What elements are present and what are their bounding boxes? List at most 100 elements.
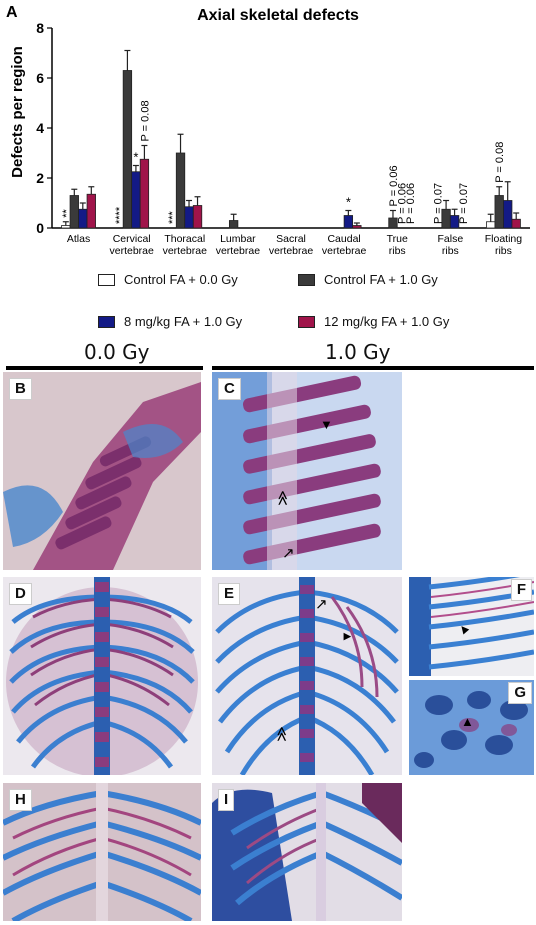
panel-g-image: G ▲: [409, 680, 534, 775]
bar: [494, 195, 504, 229]
y-tick-label: 2: [36, 170, 44, 186]
panel-d-image: D: [3, 577, 201, 775]
x-tick-label: ribs: [442, 245, 459, 257]
x-tick-label: vertebrae: [322, 245, 367, 257]
arrow-marker: ↗: [315, 596, 328, 613]
bar: [131, 171, 141, 229]
significance-annotation: P = 0.06: [388, 165, 400, 206]
significance-annotation: P = 0.08: [139, 100, 151, 141]
dose-divider-right: [212, 366, 534, 370]
ribcage-ventral-illustration: [3, 783, 201, 921]
panel-letter: H: [9, 789, 32, 811]
x-tick-label: vertebrae: [216, 245, 261, 257]
arrow-marker: ↗: [282, 545, 295, 562]
bar: [184, 206, 194, 229]
bar: [192, 205, 203, 229]
double-chevron-marker: ≪: [273, 490, 291, 506]
significance-annotation: *: [346, 195, 351, 210]
panel-letter: D: [9, 583, 32, 605]
ribcage-ventral-illustration: [212, 783, 402, 921]
y-tick-label: 4: [36, 120, 44, 136]
ribcage-illustration: [3, 577, 201, 775]
bar: [352, 225, 362, 229]
bar: [486, 221, 496, 229]
x-tick-label: vertebrae: [163, 245, 208, 257]
significance-annotation: ****: [114, 206, 126, 224]
x-tick-label: Sacral: [276, 233, 306, 245]
panel-e-image: E ↗ ▼ ≪: [212, 577, 402, 775]
panel-letter: C: [218, 378, 241, 400]
bar: [139, 158, 150, 229]
double-chevron-marker: ≪: [272, 726, 290, 742]
chart-title: Axial skeletal defects: [197, 7, 359, 24]
x-tick-label: ribs: [495, 245, 512, 257]
x-tick-label: ribs: [389, 245, 406, 257]
x-tick-label: vertebrae: [269, 245, 314, 257]
dose-divider-left: [6, 366, 203, 370]
bar: [122, 70, 133, 229]
legend-swatch: [98, 273, 115, 286]
x-tick-label: False: [437, 233, 463, 245]
arrowhead-marker: ▲: [461, 714, 474, 729]
legend-item-control-1gy: Control FA + 1.0 Gy: [298, 272, 438, 287]
ribcage-illustration: [212, 577, 402, 775]
legend-label: Control FA + 1.0 Gy: [324, 272, 438, 287]
dose-label-1gy: 1.0 Gy: [325, 340, 391, 364]
x-tick-label: Atlas: [67, 233, 90, 245]
panel-h-image: H: [3, 783, 201, 921]
significance-annotation: *: [133, 150, 138, 165]
panel-letter: F: [510, 579, 532, 601]
vertebrae-illustration: [212, 372, 402, 570]
panel-f-image: F ▲: [409, 577, 534, 676]
legend-item-8mg-1gy: 8 mg/kg FA + 1.0 Gy: [98, 314, 242, 329]
significance-annotation: **: [61, 208, 73, 217]
dose-label-0gy: 0.0 Gy: [84, 340, 150, 364]
legend-label: 12 mg/kg FA + 1.0 Gy: [324, 314, 450, 329]
legend-label: Control FA + 0.0 Gy: [124, 272, 238, 287]
axial-defects-chart: A Axial skeletal defects Defects per reg…: [6, 4, 530, 257]
x-tick-label: Lumbar: [220, 233, 256, 245]
panel-letter: G: [508, 682, 532, 704]
y-axis-label: Defects per region: [9, 46, 26, 178]
bar: [61, 225, 71, 229]
rib-closeup-illustration: [409, 577, 534, 676]
bar: [86, 193, 96, 229]
significance-annotation: P = 0.07: [458, 183, 470, 224]
panel-letter: E: [218, 583, 241, 605]
bar: [343, 215, 354, 229]
x-tick-label: Caudal: [327, 233, 360, 245]
panel-i-image: I: [212, 783, 402, 921]
legend-label: 8 mg/kg FA + 1.0 Gy: [124, 314, 243, 329]
panel-letter: B: [9, 378, 32, 400]
significance-annotation: P = 0.07: [433, 183, 445, 224]
significance-annotation: P = 0.08: [494, 142, 506, 183]
x-tick-label: Floating: [485, 233, 523, 245]
x-tick-label: True: [387, 233, 408, 245]
y-tick-label: 6: [36, 70, 44, 86]
legend-swatch: [98, 315, 115, 328]
vertebra-closeup-illustration: [409, 680, 534, 775]
arrowhead-marker: ▼: [320, 417, 333, 432]
arrowhead-marker: ▼: [338, 630, 354, 643]
panel-a-letter: A: [6, 4, 18, 21]
x-tick-label: Thoracal: [164, 233, 205, 245]
skeleton-neck-illustration: [3, 372, 201, 570]
bar: [78, 208, 88, 229]
y-tick-label: 0: [36, 220, 44, 236]
bar: [511, 218, 521, 229]
significance-annotation: P = 0.06: [405, 183, 417, 224]
significance-annotation: ***: [167, 210, 179, 224]
legend-swatch: [298, 273, 315, 286]
legend-item-12mg-1gy: 12 mg/kg FA + 1.0 Gy: [298, 314, 449, 329]
bar: [228, 220, 239, 229]
legend-item-control-0gy: Control FA + 0.0 Gy: [98, 272, 238, 287]
x-tick-label: Cervical: [113, 233, 151, 245]
panel-b-image: B: [3, 372, 201, 570]
bar: [503, 200, 513, 229]
panel-c-image: C ▼ ≪ ↗: [212, 372, 402, 570]
y-tick-label: 8: [36, 20, 44, 36]
legend-swatch: [298, 315, 315, 328]
x-tick-label: vertebrae: [109, 245, 154, 257]
panel-letter: I: [218, 789, 235, 811]
